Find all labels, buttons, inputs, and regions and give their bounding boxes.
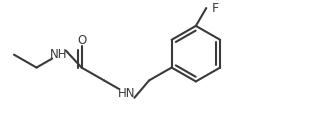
Text: NH: NH xyxy=(50,48,68,61)
Text: F: F xyxy=(211,2,218,15)
Text: HN: HN xyxy=(118,87,135,100)
Text: O: O xyxy=(77,34,86,47)
